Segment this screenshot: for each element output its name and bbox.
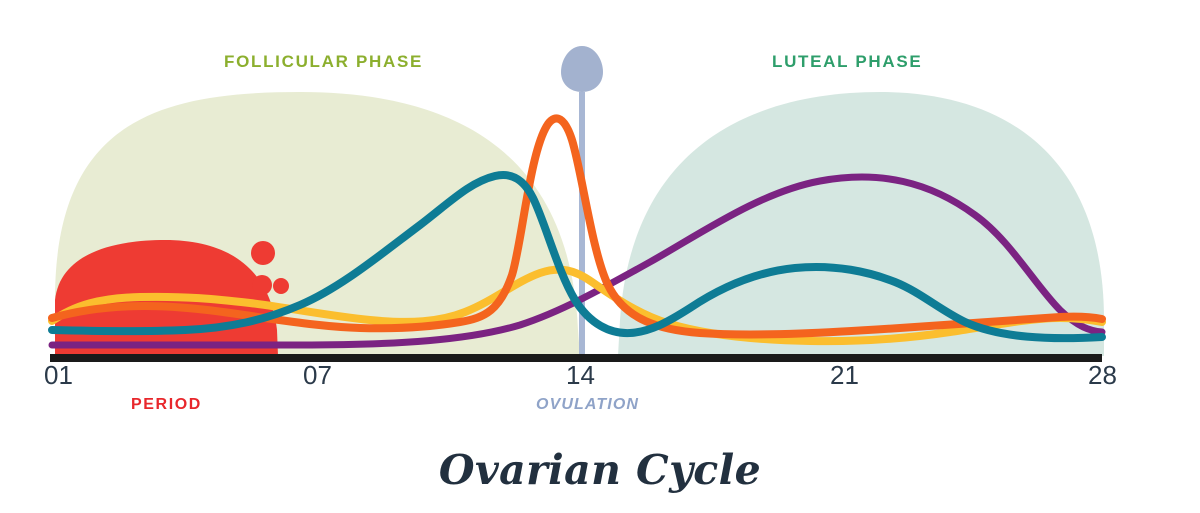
axis-tick-21: 21 — [830, 360, 859, 390]
ovulation-label: OVULATION — [536, 396, 640, 413]
fsh-curve — [48, 265, 1106, 346]
axis-tick-28: 28 — [1088, 360, 1117, 390]
axis-tick-01: 01 — [44, 360, 73, 390]
luteal-phase-label: LUTEAL PHASE — [772, 52, 923, 71]
luteal-phase-region — [618, 92, 1104, 356]
axis-tick-14: 14 — [566, 360, 595, 390]
period-dot-medium — [252, 275, 272, 295]
period-dot-large — [251, 241, 275, 265]
axis-tick-07: 07 — [303, 360, 332, 390]
egg-icon — [561, 46, 603, 92]
follicular-phase-label: FOLLICULAR PHASE — [224, 52, 424, 71]
period-dot-small — [273, 278, 289, 294]
period-label: PERIOD — [131, 396, 202, 413]
estrogen-curve — [48, 171, 1106, 343]
progesterone-curve — [48, 173, 1106, 349]
x-axis-line — [50, 354, 1102, 362]
chart-title: Ovarian Cycle — [438, 446, 762, 494]
